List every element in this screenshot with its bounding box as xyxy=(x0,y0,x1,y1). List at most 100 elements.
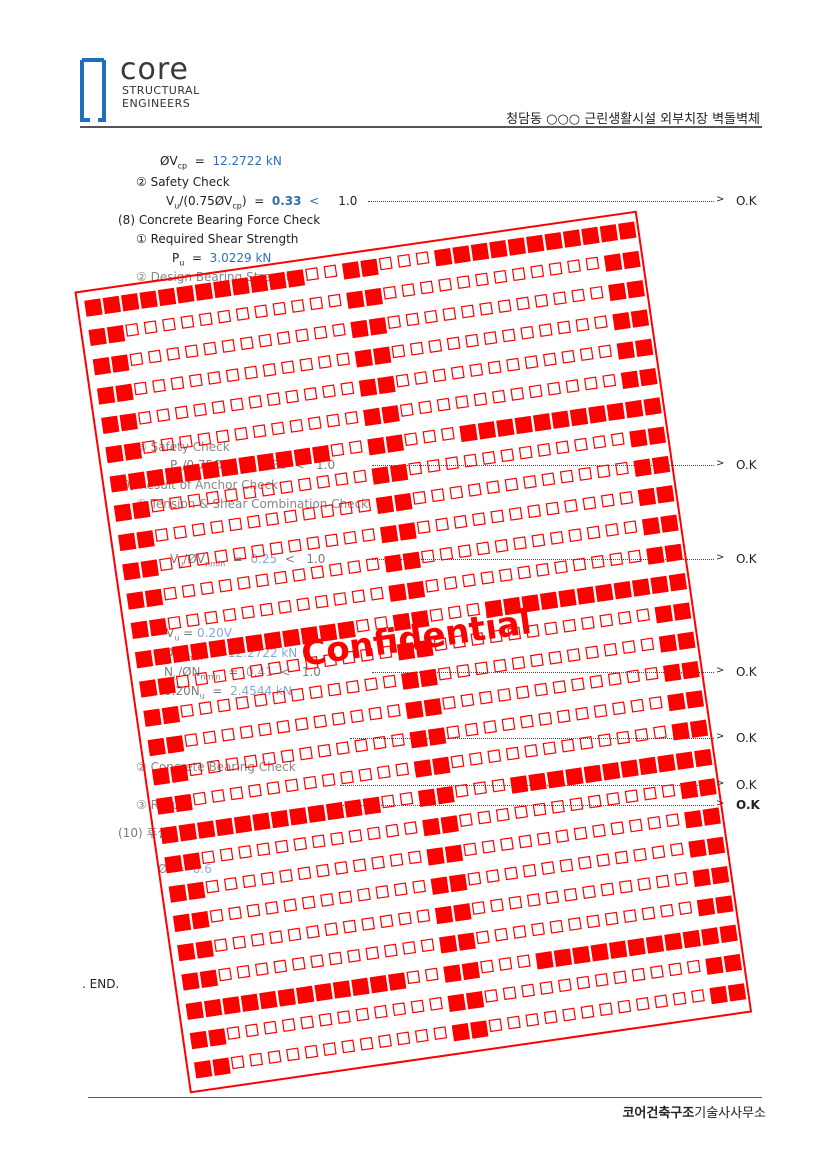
stamp-square xyxy=(618,879,633,894)
stamp-square xyxy=(653,725,667,740)
stamp-square xyxy=(198,312,213,327)
stamp-square xyxy=(643,786,657,801)
stamp-square xyxy=(610,432,625,447)
stamp-square xyxy=(394,492,413,512)
stamp-square xyxy=(200,581,214,596)
stamp-square xyxy=(624,789,639,804)
stamp-square xyxy=(377,375,396,395)
stamp-square xyxy=(350,319,369,339)
stamp-square xyxy=(321,773,336,787)
stamp-square xyxy=(277,988,296,1007)
stamp-square xyxy=(640,637,655,652)
stamp-square xyxy=(405,700,424,720)
stamp-square xyxy=(154,528,169,542)
stamp-square xyxy=(602,762,621,781)
stamp-square xyxy=(361,528,376,542)
stamp-square xyxy=(696,897,716,917)
stamp-square xyxy=(381,405,400,424)
stamp-square xyxy=(682,929,701,949)
stamp-square xyxy=(316,474,331,489)
stamp-square xyxy=(221,727,236,742)
stamp-square xyxy=(567,259,581,274)
stamp-square xyxy=(599,613,614,628)
nominal-value: 12.2722 kN xyxy=(227,646,298,660)
stamp-square xyxy=(389,463,409,483)
stamp-square xyxy=(535,951,554,970)
leader-dots xyxy=(330,805,714,806)
stamp-square xyxy=(430,876,449,895)
stamp-square xyxy=(629,429,648,448)
stamp-square xyxy=(600,493,615,508)
stamp-square xyxy=(608,282,627,302)
stamp-square xyxy=(301,895,316,910)
stamp-square xyxy=(446,336,461,351)
stamp-square xyxy=(614,850,629,865)
stamp-square xyxy=(442,695,456,710)
stamp-square xyxy=(480,570,495,585)
stamp-square xyxy=(432,756,451,776)
stamp-square xyxy=(635,997,650,1011)
stamp-square xyxy=(252,812,271,831)
stamp-square xyxy=(333,592,347,606)
stamp-square xyxy=(589,674,604,689)
stamp-square xyxy=(336,352,351,367)
arrow-right-icon: > xyxy=(716,731,725,742)
stamp-square xyxy=(426,847,445,866)
stamp-square xyxy=(113,503,133,522)
stamp-square xyxy=(473,781,487,796)
stamp-square xyxy=(665,813,680,828)
stamp-square xyxy=(271,421,285,436)
stamp-square xyxy=(185,1001,204,1020)
stamp-square xyxy=(456,275,471,290)
stamp-square xyxy=(475,272,489,287)
stamp-square xyxy=(579,347,594,362)
stamp-square xyxy=(363,407,382,427)
stamp-square xyxy=(702,807,721,826)
stamp-square xyxy=(477,810,492,825)
stamp-square xyxy=(643,397,662,416)
result-heading: (9) Result of Anchor Check xyxy=(118,478,279,492)
stamp-square xyxy=(347,560,362,574)
stamp-square xyxy=(115,383,134,402)
stamp-square xyxy=(420,938,435,953)
stamp-square xyxy=(490,898,504,913)
stamp-square xyxy=(590,943,609,962)
stamp-square xyxy=(586,914,601,929)
stamp-square xyxy=(373,346,392,365)
stamp-square xyxy=(522,863,537,878)
stamp-square xyxy=(317,355,332,369)
stamp-square xyxy=(531,922,545,937)
stamp-square xyxy=(185,613,200,628)
stamp-square xyxy=(507,237,526,256)
stamp-square xyxy=(668,573,688,592)
stamp-square xyxy=(368,706,383,721)
stamp-square xyxy=(152,378,166,393)
stamp-square xyxy=(396,1031,411,1046)
stamp-square xyxy=(412,490,427,505)
stamp-square xyxy=(303,386,318,401)
stamp-square xyxy=(383,285,397,300)
stamp-square xyxy=(212,1057,231,1076)
stamp-square xyxy=(480,959,494,974)
stamp-square xyxy=(139,679,158,698)
stamp-square xyxy=(641,906,656,921)
stamp-square xyxy=(415,251,430,266)
stamp-square xyxy=(395,373,410,388)
stamp-square xyxy=(686,959,701,974)
stamp-square xyxy=(313,325,328,340)
stamp-square xyxy=(364,287,383,307)
stamp-square xyxy=(356,887,371,902)
arrow-right-icon: > xyxy=(716,665,725,676)
stamp-square xyxy=(392,612,411,632)
stamp-square xyxy=(493,269,508,284)
stamp-square xyxy=(259,602,274,617)
stamp-square xyxy=(538,712,553,726)
stamp-square xyxy=(532,413,552,432)
stamp-square xyxy=(606,402,625,421)
stamp-square xyxy=(340,770,354,785)
stamp-square xyxy=(496,418,515,437)
stamp-square xyxy=(573,826,588,841)
stamp-square xyxy=(547,381,561,396)
stamp-square xyxy=(229,786,244,801)
stamp-square xyxy=(586,525,601,540)
